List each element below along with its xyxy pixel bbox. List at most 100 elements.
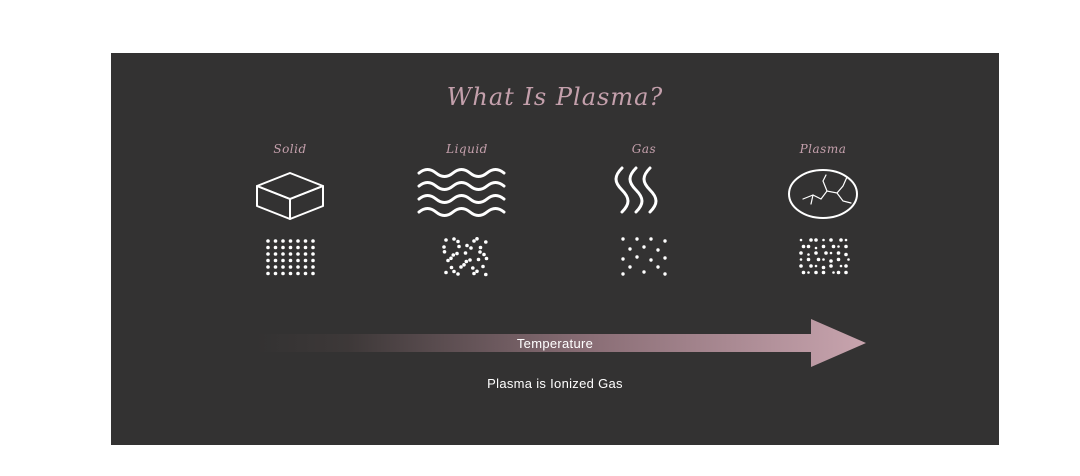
particle-dot bbox=[281, 271, 285, 276]
particle-dot bbox=[266, 271, 270, 276]
particle-dot bbox=[799, 264, 803, 268]
particle-dot bbox=[814, 246, 818, 250]
particle-dot bbox=[288, 239, 293, 243]
particle-dot bbox=[814, 270, 818, 275]
particle-dot bbox=[457, 244, 461, 249]
particle-dot bbox=[296, 252, 300, 256]
particle-dot bbox=[472, 239, 476, 243]
particle-dot bbox=[303, 239, 308, 243]
particle-dot bbox=[621, 237, 625, 241]
particle-dot bbox=[273, 245, 278, 250]
gas-particles bbox=[621, 237, 667, 276]
particle-dot bbox=[814, 264, 818, 268]
particle-dot bbox=[478, 250, 482, 254]
particle-dot bbox=[281, 258, 285, 263]
cube-icon bbox=[256, 172, 324, 220]
particle-dot bbox=[455, 251, 459, 256]
particle-dot bbox=[836, 251, 841, 255]
particle-dot bbox=[821, 270, 826, 275]
particle-dot bbox=[801, 244, 806, 249]
particle-dot bbox=[281, 245, 285, 250]
particle-dot bbox=[281, 252, 285, 256]
particle-dot bbox=[635, 255, 639, 259]
particle-dot bbox=[273, 239, 278, 243]
particle-dot bbox=[799, 258, 803, 261]
particle-dot bbox=[844, 244, 848, 249]
diagram-panel: What Is Plasma? Solid Liquid Gas Plasma … bbox=[111, 53, 999, 445]
particle-dot bbox=[462, 263, 466, 267]
particle-dot bbox=[273, 258, 278, 263]
particle-dot bbox=[303, 245, 308, 250]
particle-dot bbox=[266, 239, 270, 243]
particle-dot bbox=[663, 256, 667, 260]
particle-dot bbox=[482, 252, 486, 257]
particle-dot bbox=[799, 251, 803, 255]
particle-dot bbox=[311, 245, 315, 250]
particle-dot bbox=[484, 256, 489, 261]
particle-dot bbox=[459, 265, 463, 269]
particle-dot bbox=[829, 259, 833, 263]
particle-dot bbox=[449, 256, 453, 261]
state-label-plasma: Plasma bbox=[799, 142, 847, 156]
particle-dot bbox=[266, 258, 270, 263]
particle-dot bbox=[452, 269, 456, 274]
particle-dot bbox=[311, 265, 315, 269]
particle-dot bbox=[837, 245, 840, 248]
particle-dot bbox=[839, 264, 843, 268]
particle-dot bbox=[296, 245, 300, 250]
particle-dot bbox=[266, 245, 270, 250]
particle-dot bbox=[311, 271, 315, 276]
plasma-particles bbox=[799, 238, 850, 275]
particle-dot bbox=[288, 252, 293, 256]
particle-dot bbox=[273, 271, 278, 276]
particle-dot bbox=[471, 266, 475, 270]
particle-dot bbox=[844, 270, 848, 275]
particle-dot bbox=[273, 252, 278, 256]
particle-dot bbox=[469, 246, 473, 250]
particle-dot bbox=[273, 265, 278, 269]
state-label-solid: Solid bbox=[273, 142, 307, 156]
particle-dot bbox=[628, 247, 632, 251]
particle-dot bbox=[809, 238, 813, 242]
particle-dot bbox=[824, 251, 828, 255]
particle-dot bbox=[814, 238, 818, 242]
particle-dot bbox=[799, 238, 803, 242]
diagram-art bbox=[256, 166, 866, 367]
particle-dot bbox=[281, 239, 285, 243]
particle-dot bbox=[484, 272, 488, 277]
particle-dot bbox=[303, 265, 308, 269]
particle-dot bbox=[663, 272, 667, 276]
particle-dot bbox=[452, 237, 456, 241]
particle-dot bbox=[303, 252, 308, 256]
particle-dot bbox=[807, 253, 810, 256]
particle-dot bbox=[821, 265, 826, 270]
caption: Plasma is Ionized Gas bbox=[487, 376, 623, 391]
particle-dot bbox=[475, 237, 479, 241]
particle-dot bbox=[649, 258, 653, 262]
particle-dot bbox=[476, 257, 481, 262]
particle-dot bbox=[288, 265, 293, 269]
particle-dot bbox=[832, 271, 835, 274]
particle-dot bbox=[484, 240, 488, 244]
particle-dot bbox=[628, 265, 632, 269]
particle-dot bbox=[822, 258, 825, 261]
particle-dot bbox=[288, 258, 293, 263]
vapor-icon bbox=[614, 166, 658, 214]
particle-dot bbox=[635, 237, 639, 241]
particle-dot bbox=[296, 265, 300, 269]
particle-dot bbox=[814, 251, 818, 255]
particle-dot bbox=[839, 238, 843, 242]
particle-dot bbox=[468, 258, 472, 262]
particle-dot bbox=[296, 258, 300, 263]
particle-dot bbox=[444, 270, 448, 275]
particle-dot bbox=[663, 239, 667, 243]
particle-dot bbox=[303, 271, 308, 276]
particle-dot bbox=[456, 239, 460, 244]
particle-dot bbox=[621, 257, 625, 261]
particle-dot bbox=[296, 239, 300, 243]
particle-dot bbox=[475, 269, 479, 274]
particle-dot bbox=[442, 250, 447, 254]
particle-dot bbox=[288, 271, 293, 276]
temperature-arrow bbox=[256, 319, 866, 367]
temperature-label: Temperature bbox=[516, 336, 594, 351]
